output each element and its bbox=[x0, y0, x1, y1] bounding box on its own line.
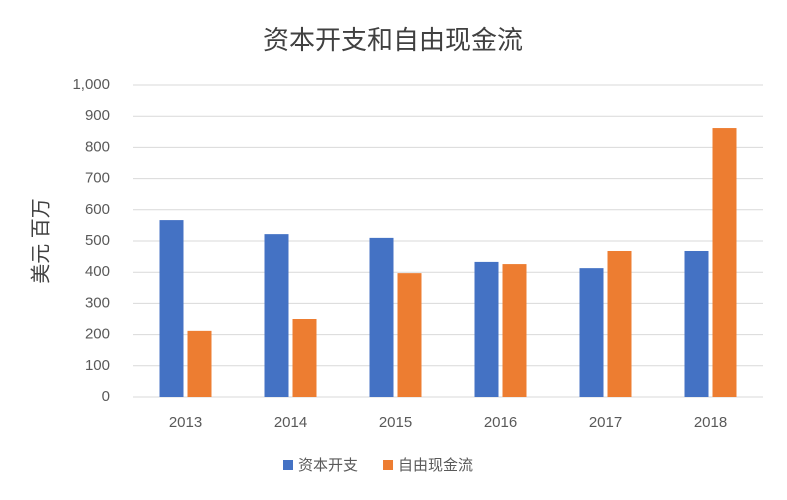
y-tick-label: 600 bbox=[85, 201, 110, 218]
bar bbox=[684, 250, 709, 397]
chart-title: 资本开支和自由现金流 bbox=[263, 25, 523, 55]
y-tick-label: 1,000 bbox=[72, 76, 110, 93]
y-tick-label: 0 bbox=[102, 388, 110, 405]
bar bbox=[292, 319, 317, 397]
y-tick-label: 300 bbox=[85, 294, 110, 311]
y-axis-label: 美元 百万 bbox=[29, 198, 52, 284]
y-tick-label: 400 bbox=[85, 263, 110, 280]
legend-label: 资本开支 bbox=[298, 457, 358, 474]
y-tick-label: 900 bbox=[85, 107, 110, 124]
legend-swatch bbox=[383, 460, 394, 470]
bar bbox=[397, 273, 422, 397]
bar bbox=[607, 250, 632, 397]
x-tick-label: 2018 bbox=[694, 414, 727, 431]
y-tick-label: 500 bbox=[85, 232, 110, 249]
y-tick-label: 700 bbox=[85, 170, 110, 187]
bar bbox=[187, 330, 212, 397]
x-tick-label: 2013 bbox=[169, 414, 202, 431]
bar bbox=[579, 268, 604, 397]
legend-swatch bbox=[283, 460, 293, 470]
x-tick-label: 2017 bbox=[589, 414, 622, 431]
bar bbox=[502, 264, 527, 397]
y-tick-label: 200 bbox=[85, 326, 110, 343]
x-tick-label: 2016 bbox=[484, 414, 517, 431]
bar bbox=[159, 220, 184, 397]
bar bbox=[369, 237, 394, 397]
y-tick-label: 800 bbox=[85, 138, 110, 155]
x-tick-label: 2015 bbox=[379, 414, 412, 431]
y-tick-label: 100 bbox=[85, 357, 110, 374]
bar bbox=[264, 234, 289, 397]
legend-label: 自由现金流 bbox=[398, 457, 473, 474]
x-tick-label: 2014 bbox=[274, 414, 307, 431]
bar bbox=[712, 128, 737, 397]
bar bbox=[474, 261, 499, 397]
